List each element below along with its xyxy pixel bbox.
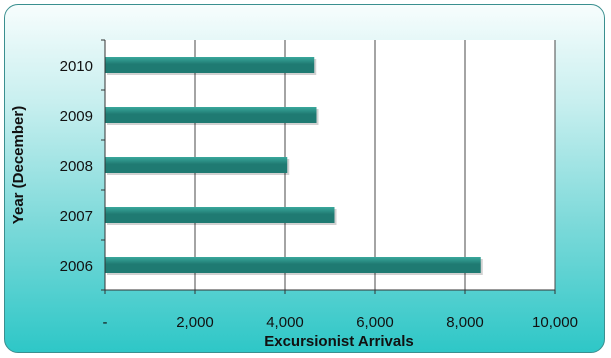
bar-2008	[105, 157, 288, 173]
x-tick-label: 10,000	[532, 314, 578, 331]
y-tick-labels: 2006 2007 2008 2009 2010	[60, 58, 93, 275]
bar-2007	[105, 207, 335, 223]
y-tick-label: 2009	[60, 108, 93, 125]
y-tick-label: 2008	[60, 158, 93, 175]
x-tick-labels: - 2,000 4,000 6,000 8,000 10,000	[103, 314, 578, 331]
y-tick-label: 2010	[60, 58, 93, 75]
bar-2010	[105, 57, 315, 73]
y-axis	[101, 39, 106, 291]
y-tick-label: 2007	[60, 208, 93, 225]
y-axis-title: Year (December)	[10, 106, 27, 224]
x-tick-label: 2,000	[176, 314, 214, 331]
x-tick-label: -	[103, 314, 108, 331]
x-tick-label: 4,000	[266, 314, 304, 331]
y-tick-label: 2006	[60, 258, 93, 275]
x-tick-label: 6,000	[356, 314, 394, 331]
bar-2009	[105, 107, 317, 123]
x-axis	[104, 289, 556, 294]
bars	[105, 57, 483, 275]
bar-2006	[105, 257, 481, 273]
x-tick-label: 8,000	[446, 314, 484, 331]
x-axis-title: Excursionist Arrivals	[264, 333, 414, 350]
